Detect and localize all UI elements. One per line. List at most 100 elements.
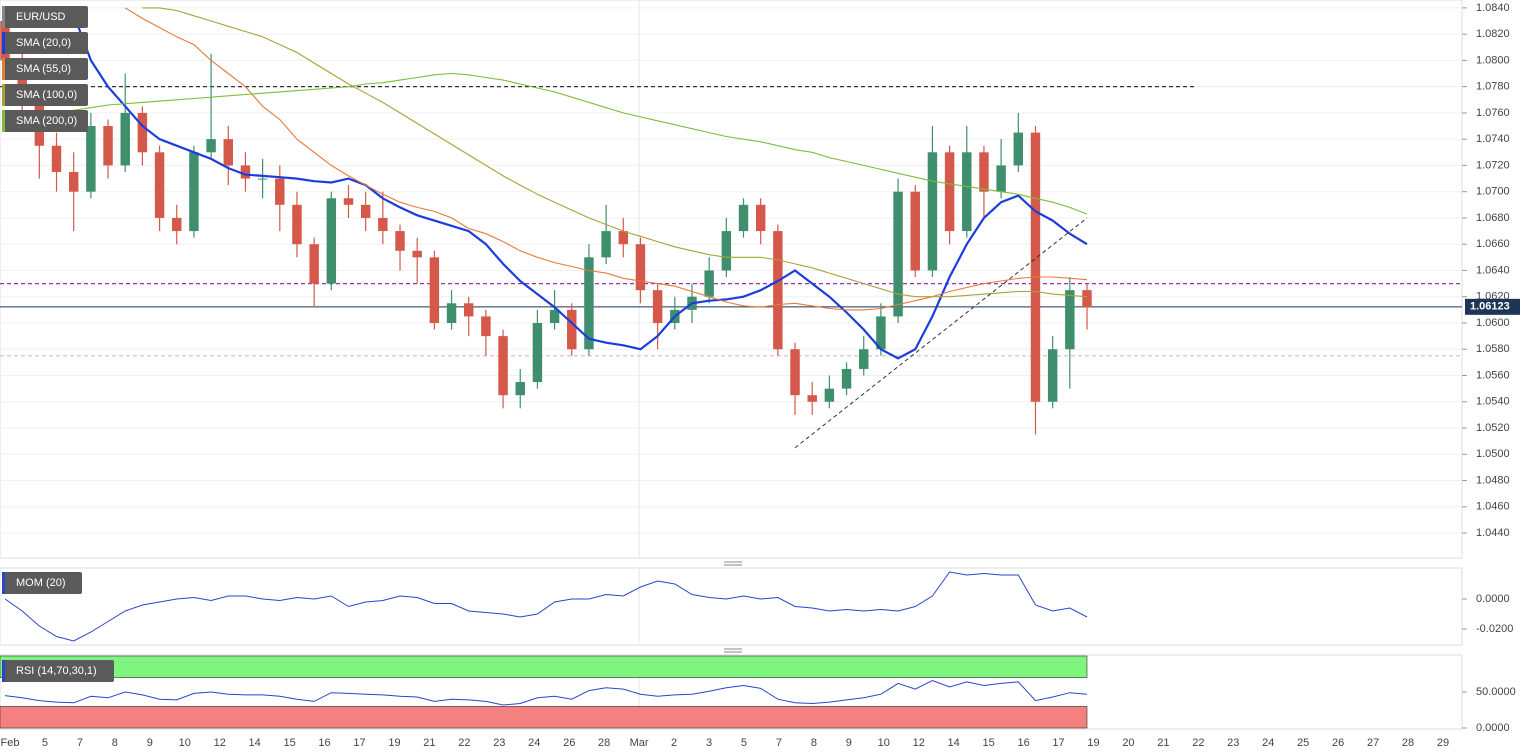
main-panel (0, 0, 1463, 559)
legend-swatch (2, 32, 5, 54)
mom-panel (0, 567, 1463, 646)
y-tick-label: 0.0000 (1476, 593, 1510, 605)
candle-body (1082, 290, 1092, 308)
legend-label: SMA (20,0) (16, 37, 71, 49)
x-tick-label: 22 (1192, 737, 1204, 749)
y-tick-label: 1.0640 (1476, 264, 1510, 276)
x-tick-label: 23 (493, 737, 505, 749)
candle-body (137, 112, 148, 153)
legend-swatch (2, 572, 5, 594)
candle-body (618, 231, 629, 245)
candle-body (601, 231, 611, 258)
x-tick-label: 3 (706, 737, 712, 749)
candle-body (68, 171, 79, 192)
sma-line (72, 14, 1088, 360)
y-tick-label: 1.0560 (1476, 369, 1510, 381)
candle-body (944, 152, 955, 232)
y-tick-label: 1.0500 (1476, 448, 1510, 460)
candle-body (17, 60, 27, 100)
y-tick-label: -0.0200 (1476, 623, 1513, 635)
y-tick-label: 1.0480 (1476, 474, 1510, 486)
x-tick-label: 10 (179, 737, 191, 749)
legend-label: EUR/USD (16, 11, 66, 23)
legend-label: SMA (100,0) (16, 89, 77, 101)
x-tick-label: 16 (1017, 737, 1029, 749)
x-tick-label: 7 (776, 737, 782, 749)
candle-body (515, 382, 525, 396)
y-tick-label: 1.0740 (1476, 133, 1510, 145)
y-tick-label: 50.0000 (1476, 686, 1516, 698)
legend-box (2, 6, 88, 28)
candle-body (481, 316, 491, 337)
x-tick-label: 15 (283, 737, 295, 749)
x-tick-label: 14 (948, 737, 960, 749)
last-price-tag (1465, 298, 1520, 315)
x-tick-label: 2 (671, 737, 677, 749)
x-tick-label: 12 (214, 737, 226, 749)
x-tick-label: 8 (112, 737, 118, 749)
candle-body (292, 204, 302, 245)
candle-body (223, 139, 233, 166)
legend-label: RSI (14,70,30,1) (16, 665, 97, 677)
candle-body (446, 303, 457, 323)
candle-body (120, 112, 130, 166)
candle-body (859, 349, 869, 369)
candle-body (755, 204, 766, 232)
legend-swatch (2, 6, 5, 28)
candle-body (790, 349, 800, 396)
candle-body (275, 178, 285, 205)
candle-body (1047, 349, 1058, 402)
x-tick-label: 19 (388, 737, 400, 749)
candle-body (1013, 132, 1024, 166)
legend-box (2, 84, 88, 106)
x-tick-label: 29 (1437, 737, 1449, 749)
x-tick-label: 21 (1157, 737, 1169, 749)
sma-line (124, 7, 1088, 311)
y-tick-label: 1.0660 (1476, 238, 1510, 250)
candle-body (1030, 132, 1041, 402)
candle-body (343, 198, 354, 205)
candle-body (172, 217, 182, 232)
candle-body (103, 126, 113, 166)
rsi-band (0, 706, 1088, 729)
x-tick-label: 26 (1332, 737, 1344, 749)
x-tick-label: 15 (983, 737, 995, 749)
candle-body (360, 204, 371, 218)
candle-body (498, 336, 508, 396)
x-tick-label: 16 (318, 737, 330, 749)
y-tick-label: 0.0000 (1476, 722, 1510, 734)
panel-grip[interactable] (724, 648, 742, 653)
candle-body (206, 139, 216, 153)
plot-area (0, 7, 1462, 449)
candle-body (824, 388, 835, 402)
trendline (794, 217, 1088, 449)
panel-grip[interactable] (724, 561, 742, 566)
legend-label: SMA (55,0) (16, 63, 71, 75)
x-tick-label: 22 (458, 737, 470, 749)
x-tick-label: Feb (1, 737, 20, 749)
y-tick-label: 1.0540 (1476, 396, 1510, 408)
legend-box (2, 110, 88, 132)
y-tick-label: 1.0780 (1476, 81, 1510, 93)
y-tick-label: 1.0720 (1476, 159, 1510, 171)
x-tick-label: 9 (147, 737, 153, 749)
candle-body (257, 178, 268, 180)
x-tick-label: 17 (1052, 737, 1064, 749)
x-tick-label: 12 (913, 737, 925, 749)
x-tick-label: 5 (42, 737, 48, 749)
legend-box (2, 58, 88, 80)
candle-body (652, 290, 663, 323)
x-tick-label: 26 (563, 737, 575, 749)
candle-body (738, 204, 749, 232)
candle-body (721, 231, 732, 271)
x-tick-label: 25 (1297, 737, 1309, 749)
y-tick-label: 1.0820 (1476, 28, 1510, 40)
y-tick-label: 1.0700 (1476, 186, 1510, 198)
y-tick-label: 1.0760 (1476, 107, 1510, 119)
sma-line (4, 72, 1088, 215)
legend-swatch (2, 110, 5, 132)
candle-body (1065, 290, 1075, 350)
y-tick-label: 1.0800 (1476, 54, 1510, 66)
candle-body (378, 217, 388, 232)
candle-body (567, 309, 577, 350)
